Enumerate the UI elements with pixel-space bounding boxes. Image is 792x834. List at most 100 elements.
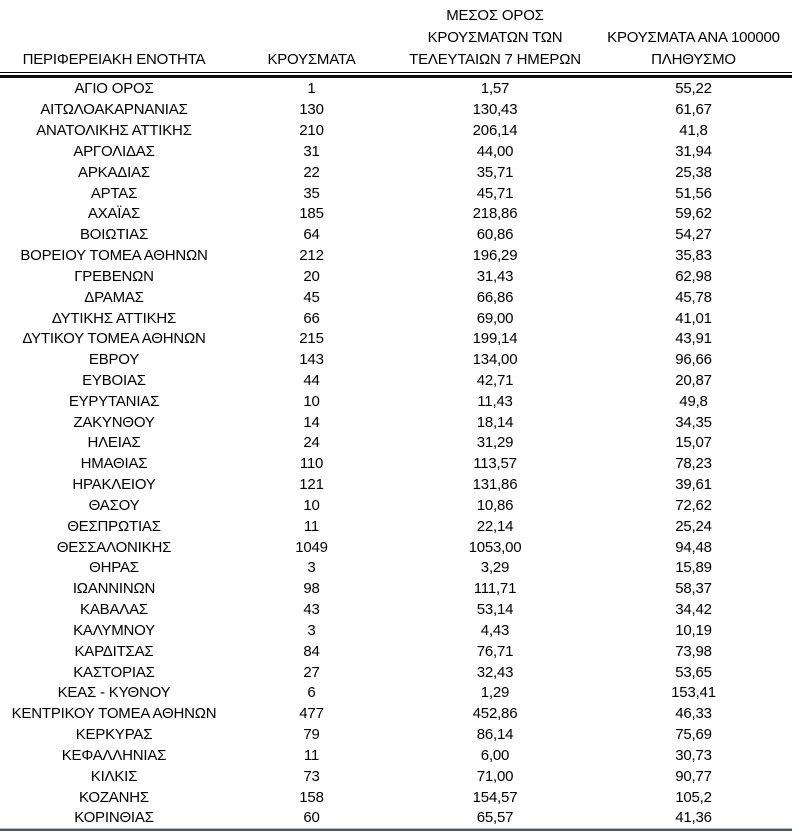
cell-cases-per-100000: 58,37 (675, 580, 712, 598)
cell-cases-per-100000: 25,24 (675, 517, 712, 535)
cell-cases-per-100000: 15,89 (675, 559, 712, 577)
cell-7day-average: 113,57 (473, 455, 517, 473)
cell-regional-unit: ΗΜΑΘΙΑΣ (80, 455, 148, 473)
header-thick-rule (0, 75, 792, 78)
cell-regional-unit: ΑΡΓΟΛΙΔΑΣ (73, 142, 155, 160)
table-row: ΔΡΑΜΑΣ 45 66,86 45,78 (0, 286, 792, 307)
table-body: ΑΓΙΟ ΟΡΟΣ 1 1,57 55,22 ΑΙΤΩΛΟΑΚΑΡΝΑΝΙΑΣ … (0, 78, 792, 828)
cell-cases-per-100000: 94,48 (675, 538, 712, 556)
cell-cases: 73 (303, 767, 320, 785)
cell-cases: 110 (299, 455, 324, 473)
column-header-regional-unit: ΠΕΡΙΦΕΡΕΙΑΚΗ ΕΝΟΤΗΤΑ (0, 49, 228, 71)
cell-cases-per-100000: 46,33 (675, 705, 712, 723)
cell-regional-unit: ΑΓΙΟ ΟΡΟΣ (74, 80, 154, 98)
cell-cases-per-100000: 31,94 (675, 142, 712, 160)
cell-cases-per-100000: 41,01 (675, 309, 712, 327)
cell-regional-unit: ΙΩΑΝΝΙΝΩΝ (72, 580, 156, 598)
cell-7day-average: 45,71 (476, 184, 514, 202)
table-row: ΑΡΓΟΛΙΔΑΣ 31 44,00 31,94 (0, 140, 792, 161)
cell-regional-unit: ΗΛΕΙΑΣ (87, 434, 141, 452)
cell-cases-per-100000: 15,07 (675, 434, 712, 452)
cell-cases-per-100000: 25,38 (675, 163, 712, 181)
cell-cases-per-100000: 54,27 (675, 226, 712, 244)
cell-7day-average: 218,86 (472, 205, 518, 223)
cell-cases: 11 (303, 517, 320, 535)
cell-cases: 143 (299, 351, 324, 369)
cell-cases: 60 (303, 809, 320, 827)
table-row: ΚΑΛΥΜΝΟΥ 3 4,43 10,19 (0, 620, 792, 641)
table-row: ΚΕΡΚΥΡΑΣ 79 86,14 75,69 (0, 724, 792, 745)
cell-regional-unit: ΚΕΦΑΛΛΗΝΙΑΣ (61, 746, 167, 764)
cell-cases-per-100000: 153,41 (671, 684, 716, 702)
cell-cases: 210 (299, 122, 324, 140)
column-header-7day-average: ΜΕΣΟΣ ΟΡΟΣ ΚΡΟΥΣΜΑΤΩΝ ΤΩΝ ΤΕΛΕΥΤΑΙΩΝ 7 Η… (395, 5, 595, 71)
cell-7day-average: 206,14 (472, 122, 518, 140)
cell-regional-unit: ΚΑΣΤΟΡΙΑΣ (73, 663, 155, 681)
cell-cases: 64 (303, 226, 320, 244)
cell-regional-unit: ΘΑΣΟΥ (88, 496, 140, 514)
cell-cases: 98 (303, 580, 320, 598)
cell-cases-per-100000: 34,35 (675, 413, 712, 431)
cell-7day-average: 53,14 (476, 601, 514, 619)
cell-cases-per-100000: 30,73 (675, 746, 712, 764)
cell-regional-unit: ΒΟΡΕΙΟΥ ΤΟΜΕΑ ΑΘΗΝΩΝ (20, 247, 208, 265)
cell-7day-average: 35,71 (476, 163, 514, 181)
table-row: ΑΧΑΪΑΣ 185 218,86 59,62 (0, 203, 792, 224)
cell-cases-per-100000: 39,61 (675, 476, 712, 494)
cell-7day-average: 154,57 (472, 788, 518, 806)
table-row: ΚΑΡΔΙΤΣΑΣ 84 76,71 73,98 (0, 640, 792, 661)
cell-7day-average: 134,00 (472, 351, 518, 369)
cell-cases-per-100000: 78,23 (675, 455, 712, 473)
cell-7day-average: 6,00 (480, 746, 510, 764)
cell-cases-per-100000: 20,87 (675, 372, 712, 389)
cell-cases-per-100000: 49,8 (679, 392, 708, 410)
cell-cases: 35 (303, 184, 320, 202)
cell-cases-per-100000: 43,91 (675, 330, 712, 348)
table-row: ΚΑΒΑΛΑΣ 43 53,14 34,42 (0, 599, 792, 620)
table-row: ΑΙΤΩΛΟΑΚΑΡΝΑΝΙΑΣ 130 130,43 61,67 (0, 99, 792, 120)
cell-cases: 66 (303, 309, 320, 327)
cell-7day-average: 69,00 (476, 309, 514, 327)
cell-7day-average: 196,29 (472, 247, 518, 265)
cell-cases: 10 (303, 392, 320, 410)
cell-cases: 3 (307, 621, 316, 639)
cell-cases-per-100000: 41,8 (679, 122, 708, 140)
cell-cases: 84 (303, 642, 320, 660)
cell-cases-per-100000: 34,42 (675, 601, 712, 619)
table-row: ΚΕΝΤΡΙΚΟΥ ΤΟΜΕΑ ΑΘΗΝΩΝ 477 452,86 46,33 (0, 703, 792, 724)
cell-7day-average: 1,57 (480, 80, 510, 98)
table-header-row: ΠΕΡΙΦΕΡΕΙΑΚΗ ΕΝΟΤΗΤΑ ΚΡΟΥΣΜΑΤΑ ΜΕΣΟΣ ΟΡΟ… (0, 0, 792, 73)
table-row: ΒΟΡΕΙΟΥ ΤΟΜΕΑ ΑΘΗΝΩΝ 212 196,29 35,83 (0, 245, 792, 266)
cell-7day-average: 60,86 (476, 226, 514, 244)
cell-cases: 79 (303, 726, 320, 744)
column-header-cases-per-100000: ΚΡΟΥΣΜΑΤΑ ΑΝΑ 100000 ΠΛΗΘΥΣΜΟ (595, 27, 792, 71)
table-bottom-rule (0, 828, 792, 831)
cell-regional-unit: ΖΑΚΥΝΘΟΥ (73, 413, 155, 431)
column-header-label-line: ΠΛΗΘΥΣΜΟ (651, 51, 736, 68)
cell-regional-unit: ΕΒΡΟΥ (88, 351, 140, 369)
cell-regional-unit: ΚΕΡΚΥΡΑΣ (75, 726, 153, 744)
table-row: ΑΓΙΟ ΟΡΟΣ 1 1,57 55,22 (0, 78, 792, 99)
column-header-cases: ΚΡΟΥΣΜΑΤΑ (228, 49, 395, 71)
cell-cases-per-100000: 73,98 (675, 642, 712, 660)
cell-cases: 44 (303, 372, 320, 389)
table-row: ΕΥΡΥΤΑΝΙΑΣ 10 11,43 49,8 (0, 390, 792, 411)
cell-cases: 212 (299, 247, 324, 265)
cell-regional-unit: ΔΥΤΙΚΗΣ ΑΤΤΙΚΗΣ (51, 309, 177, 327)
cell-cases: 31 (303, 142, 320, 160)
cell-7day-average: 1,29 (480, 684, 510, 702)
cell-cases: 27 (303, 663, 320, 681)
table-row: ΕΥΒΟΙΑΣ 44 42,71 20,87 (0, 370, 792, 391)
cell-7day-average: 22,14 (476, 517, 514, 535)
table-row: ΓΡΕΒΕΝΩΝ 20 31,43 62,98 (0, 265, 792, 286)
cell-7day-average: 66,86 (476, 288, 514, 306)
cell-cases-per-100000: 51,56 (675, 184, 712, 202)
cell-cases-per-100000: 62,98 (675, 267, 712, 285)
table-row: ΘΕΣΣΑΛΟΝΙΚΗΣ 1049 1053,00 94,48 (0, 536, 792, 557)
column-header-label-line: ΚΡΟΥΣΜΑΤΑ ΑΝΑ 100000 (607, 29, 780, 46)
cell-7day-average: 11,43 (477, 392, 513, 410)
column-header-label: ΚΡΟΥΣΜΑΤΑ (267, 51, 356, 68)
table-row: ΘΑΣΟΥ 10 10,86 72,62 (0, 495, 792, 516)
cell-cases: 14 (303, 413, 320, 431)
table-row: ΘΕΣΠΡΩΤΙΑΣ 11 22,14 25,24 (0, 515, 792, 536)
